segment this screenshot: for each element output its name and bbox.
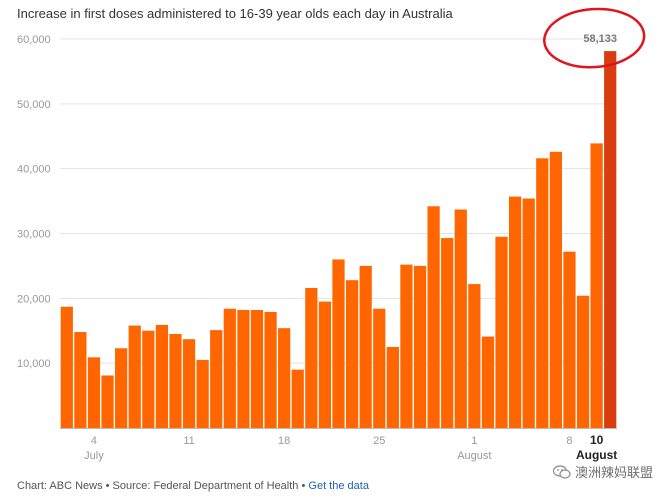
bar (128, 325, 141, 428)
y-tick-label: 40,000 (17, 164, 51, 176)
bar (142, 330, 155, 428)
bar (522, 198, 535, 428)
bar (305, 287, 318, 428)
y-tick-label: 10,000 (17, 358, 51, 370)
bar (427, 206, 440, 428)
bar (237, 310, 250, 428)
bar (182, 339, 196, 428)
bar (549, 151, 562, 428)
bar (373, 308, 386, 428)
bar (101, 375, 114, 428)
x-tick-label: 18 (278, 435, 290, 447)
y-tick-label: 20,000 (17, 293, 51, 305)
bar (74, 332, 87, 428)
chart-footer: Chart: ABC News • Source: Federal Depart… (17, 480, 369, 492)
bar (60, 306, 73, 428)
x-tick-label: 25 (373, 435, 385, 447)
bar (454, 209, 467, 428)
highlight-value-label: 58,133 (583, 33, 617, 45)
watermark-text: 澳洲辣妈联盟 (574, 465, 653, 480)
x-tick-label: 10 (590, 433, 604, 447)
x-tick-label: 11 (183, 435, 194, 447)
bar (345, 280, 359, 428)
bar (318, 301, 332, 428)
y-axis: 10,000 20,000 30,000 40,000 50,000 60,000 (17, 34, 51, 370)
bar (400, 264, 413, 428)
bars (60, 51, 617, 429)
y-tick-label: 30,000 (17, 229, 51, 241)
bar (576, 295, 590, 428)
bar (413, 265, 427, 428)
bar (386, 346, 399, 428)
highlight-bar (604, 51, 617, 429)
bar (563, 251, 576, 428)
y-tick-label: 50,000 (17, 99, 51, 111)
bar (196, 359, 209, 428)
bar (291, 369, 304, 428)
get-data-link[interactable]: Get the data (308, 480, 369, 492)
bar (332, 259, 345, 428)
bar (441, 238, 454, 428)
bar (210, 330, 223, 428)
bar (250, 310, 264, 428)
bar (115, 348, 128, 428)
bar (278, 328, 291, 428)
bar (481, 336, 495, 428)
bar (536, 158, 549, 428)
bar (87, 357, 101, 428)
chart-title: Increase in first doses administered to … (17, 6, 453, 21)
bar (468, 284, 481, 428)
bar (155, 324, 169, 428)
bar (264, 311, 277, 428)
bar (508, 196, 522, 428)
bar (169, 333, 182, 428)
x-month-label: July (84, 450, 104, 462)
bar (495, 236, 508, 428)
bar (359, 265, 372, 428)
y-tick-label: 60,000 (17, 34, 51, 46)
footer-source-text: Chart: ABC News • Source: Federal Depart… (17, 480, 309, 492)
bar (590, 143, 603, 429)
bar (223, 308, 236, 428)
annotations: 58,133 (543, 7, 646, 69)
annotation-circle (543, 7, 646, 69)
x-tick-label: 4 (91, 435, 97, 447)
grid-lines (60, 38, 617, 429)
x-month-label: August (457, 450, 491, 462)
x-tick-label: 8 (566, 435, 572, 447)
wechat-icon (552, 464, 571, 479)
watermark: 澳洲辣妈联盟 (552, 462, 653, 481)
x-month-label: August (576, 448, 617, 462)
x-tick-label: 1 (471, 435, 477, 447)
